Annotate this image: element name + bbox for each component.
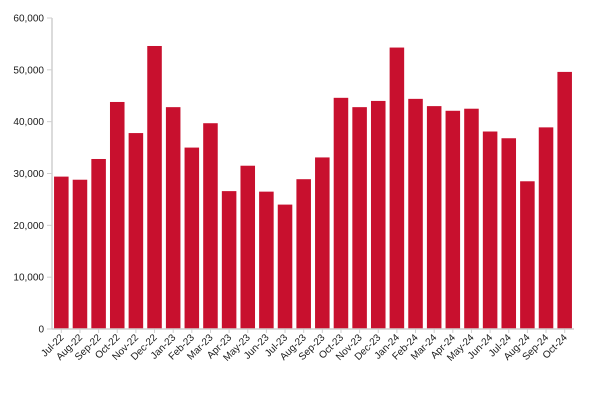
bar-apr-23 — [221, 191, 237, 329]
bar-dec-23 — [370, 100, 386, 330]
bar-jul-23 — [277, 204, 293, 329]
bar-oct-23 — [333, 97, 349, 329]
bar-feb-23 — [184, 147, 200, 329]
bar-aug-22 — [72, 179, 88, 329]
bar-mar-24 — [426, 106, 442, 330]
y-tick-label: 20,000 — [13, 221, 44, 232]
bar-sep-22 — [91, 158, 106, 329]
bar-aug-23 — [296, 179, 311, 329]
bar-sep-24 — [538, 127, 554, 330]
y-tick-label: 60,000 — [13, 14, 44, 25]
bar-nov-23 — [352, 107, 367, 330]
y-tick-label: 50,000 — [13, 65, 44, 76]
bar-jul-24 — [501, 138, 517, 329]
bar-jun-24 — [482, 131, 498, 329]
y-axis-ticks: 0 10,000 20,000 30,000 40,000 50,000 60,000 — [13, 14, 52, 336]
bar-oct-22 — [109, 101, 125, 329]
x-axis-labels: Jul-22Aug-22Sep-22Oct-22Nov-22Dec-22Jan-… — [39, 329, 570, 364]
bars-group — [54, 45, 572, 330]
bar-jan-24 — [389, 47, 405, 330]
y-tick-label: 0 — [38, 325, 44, 336]
bar-jun-23 — [259, 191, 274, 329]
bar-sep-23 — [315, 157, 330, 329]
bar-may-24 — [464, 108, 479, 330]
y-tick-label: 10,000 — [13, 273, 44, 284]
bar-mar-23 — [203, 123, 218, 329]
y-tick-label: 30,000 — [13, 169, 44, 180]
bar-nov-22 — [128, 133, 144, 329]
bar-jan-23 — [165, 107, 181, 330]
bar-oct-24 — [557, 71, 572, 329]
bar-feb-24 — [408, 98, 423, 329]
bar-aug-24 — [520, 181, 535, 329]
bar-may-23 — [240, 165, 256, 329]
bar-apr-24 — [445, 110, 461, 329]
bar-jul-22 — [54, 176, 69, 329]
bar-dec-22 — [147, 45, 162, 330]
y-tick-label: 40,000 — [13, 117, 44, 128]
